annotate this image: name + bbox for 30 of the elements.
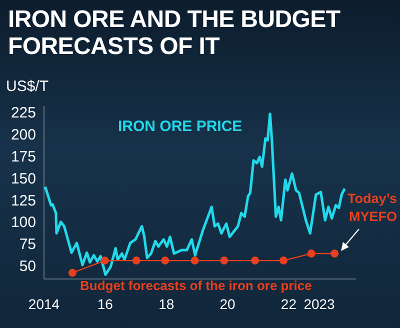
x-tick-label: 20 xyxy=(220,296,236,312)
point xyxy=(100,256,109,265)
series-label: IRON ORE PRICE xyxy=(118,118,242,135)
chart-title: IRON ORE AND THE BUDGET FORECASTS OF IT xyxy=(8,6,342,60)
y-tick-label: 225 xyxy=(10,104,36,122)
y-tick-label: 50 xyxy=(19,258,36,276)
y-tick-label: 75 xyxy=(19,236,36,254)
x-tick-label: 2023 xyxy=(304,296,336,312)
point xyxy=(307,250,316,258)
point xyxy=(132,256,140,265)
line-series xyxy=(44,112,346,276)
y-tick-label: 125 xyxy=(10,192,36,210)
series-label: Budget forecasts of the iron ore price xyxy=(80,278,312,293)
point xyxy=(330,250,339,258)
x-tick-label: 22 xyxy=(280,296,297,312)
point xyxy=(68,268,76,277)
y-tick-label: 150 xyxy=(10,170,36,188)
x-tick-label: 2014 xyxy=(28,296,60,312)
y-tick-label: 100 xyxy=(10,214,36,232)
point xyxy=(161,256,170,265)
y-tick-label: 200 xyxy=(10,126,36,144)
y-tick-label: 175 xyxy=(10,148,36,166)
point xyxy=(251,256,260,265)
point xyxy=(280,256,288,265)
annotation: Today’s MYEFO xyxy=(346,190,397,226)
x-tick-label: 18 xyxy=(158,296,174,312)
x-tick-label: 16 xyxy=(97,296,114,312)
y-axis-title: US$/T xyxy=(6,78,49,95)
point xyxy=(190,256,199,265)
point xyxy=(220,256,228,265)
